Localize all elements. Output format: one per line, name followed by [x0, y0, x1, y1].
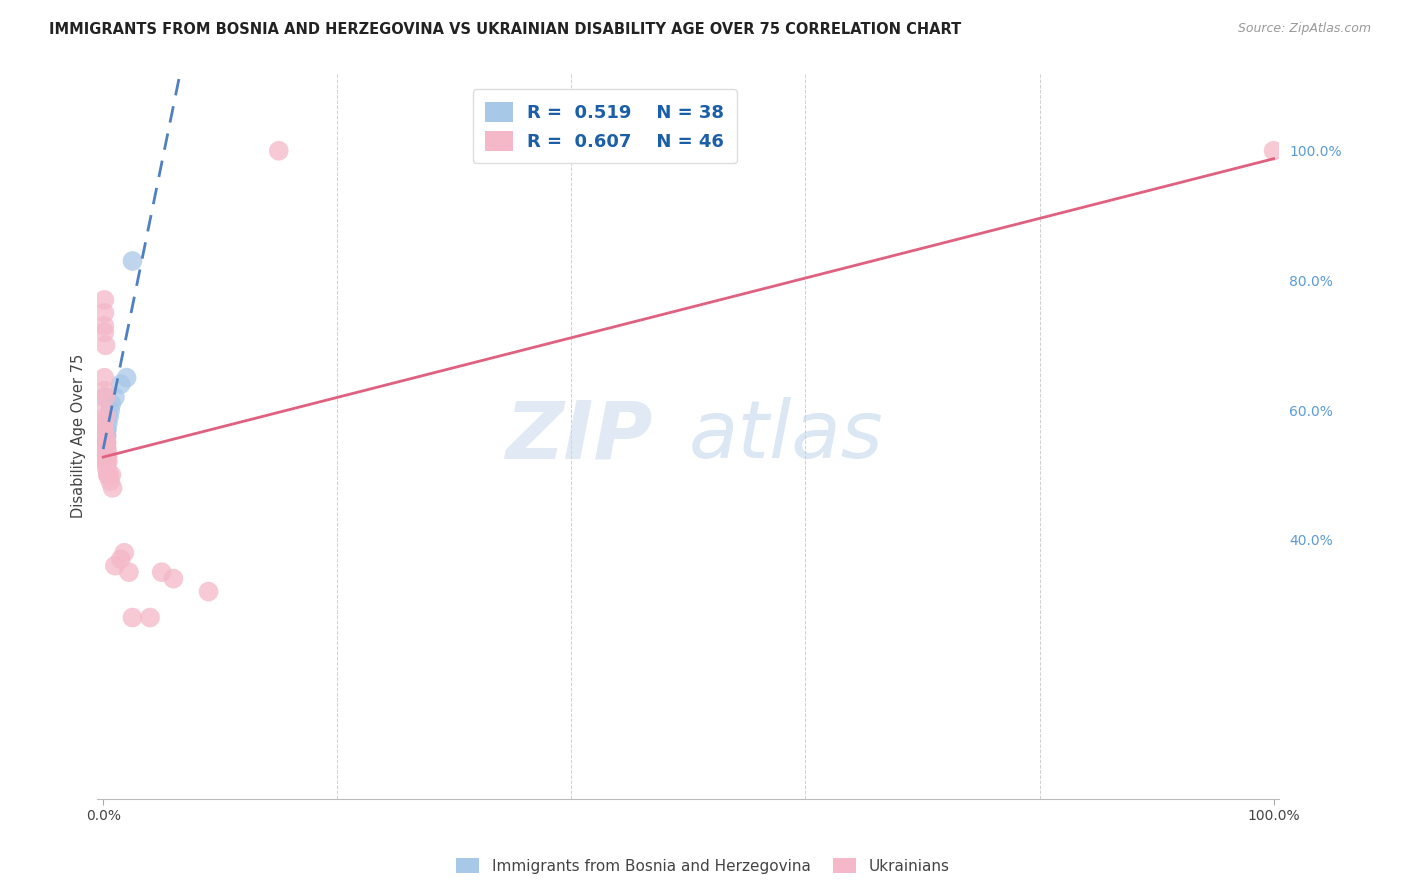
Point — [97, 467, 120, 482]
Point — [162, 572, 184, 586]
Point — [98, 409, 121, 424]
Point — [93, 326, 115, 340]
Point — [93, 435, 115, 450]
Point — [94, 390, 117, 404]
Point — [98, 467, 121, 482]
Legend: Immigrants from Bosnia and Herzegovina, Ukrainians: Immigrants from Bosnia and Herzegovina, … — [450, 852, 956, 880]
Point — [101, 481, 124, 495]
Point — [96, 442, 118, 456]
Point — [121, 610, 143, 624]
Point — [93, 429, 115, 443]
Point — [139, 610, 162, 624]
Point — [97, 416, 120, 430]
Point — [93, 435, 115, 450]
Point — [112, 546, 135, 560]
Point — [93, 449, 115, 463]
Point — [96, 455, 118, 469]
Point — [94, 455, 117, 469]
Point — [93, 423, 115, 437]
Point — [94, 338, 117, 352]
Point — [93, 449, 115, 463]
Point — [93, 442, 115, 456]
Point — [93, 403, 115, 417]
Point — [115, 370, 138, 384]
Point — [96, 461, 118, 475]
Text: atlas: atlas — [689, 397, 883, 475]
Point — [93, 416, 115, 430]
Point — [94, 435, 117, 450]
Point — [93, 442, 115, 456]
Point — [94, 435, 117, 450]
Point — [93, 293, 115, 307]
Point — [121, 254, 143, 268]
Point — [98, 475, 121, 489]
Point — [1263, 144, 1285, 158]
Point — [100, 467, 122, 482]
Point — [94, 409, 117, 424]
Point — [94, 442, 117, 456]
Point — [93, 429, 115, 443]
Text: ZIP: ZIP — [506, 397, 652, 475]
Point — [94, 435, 117, 450]
Point — [97, 467, 120, 482]
Point — [100, 396, 122, 410]
Point — [93, 306, 115, 320]
Point — [110, 552, 132, 566]
Point — [93, 384, 115, 398]
Point — [94, 435, 117, 450]
Point — [93, 435, 115, 450]
Point — [104, 558, 127, 573]
Point — [96, 423, 118, 437]
Point — [93, 390, 115, 404]
Point — [94, 429, 117, 443]
Point — [96, 435, 118, 450]
Point — [94, 455, 117, 469]
Point — [96, 449, 118, 463]
Text: IMMIGRANTS FROM BOSNIA AND HERZEGOVINA VS UKRAINIAN DISABILITY AGE OVER 75 CORRE: IMMIGRANTS FROM BOSNIA AND HERZEGOVINA V… — [49, 22, 962, 37]
Point — [93, 435, 115, 450]
Point — [93, 435, 115, 450]
Point — [96, 429, 118, 443]
Point — [110, 377, 132, 392]
Point — [94, 429, 117, 443]
Point — [197, 584, 219, 599]
Point — [93, 449, 115, 463]
Point — [94, 442, 117, 456]
Point — [94, 435, 117, 450]
Point — [118, 565, 141, 579]
Point — [98, 403, 121, 417]
Point — [94, 429, 117, 443]
Point — [93, 435, 115, 450]
Point — [94, 449, 117, 463]
Point — [97, 449, 120, 463]
Point — [94, 435, 117, 450]
Point — [94, 429, 117, 443]
Point — [267, 144, 290, 158]
Y-axis label: Disability Age Over 75: Disability Age Over 75 — [72, 354, 86, 518]
Point — [93, 442, 115, 456]
Point — [93, 442, 115, 456]
Point — [150, 565, 173, 579]
Point — [93, 435, 115, 450]
Point — [96, 423, 118, 437]
Point — [96, 442, 118, 456]
Point — [93, 442, 115, 456]
Point — [94, 423, 117, 437]
Point — [93, 435, 115, 450]
Legend: R =  0.519    N = 38, R =  0.607    N = 46: R = 0.519 N = 38, R = 0.607 N = 46 — [472, 89, 737, 163]
Point — [104, 390, 127, 404]
Point — [97, 455, 120, 469]
Point — [93, 370, 115, 384]
Text: Source: ZipAtlas.com: Source: ZipAtlas.com — [1237, 22, 1371, 36]
Point — [94, 429, 117, 443]
Point — [93, 318, 115, 333]
